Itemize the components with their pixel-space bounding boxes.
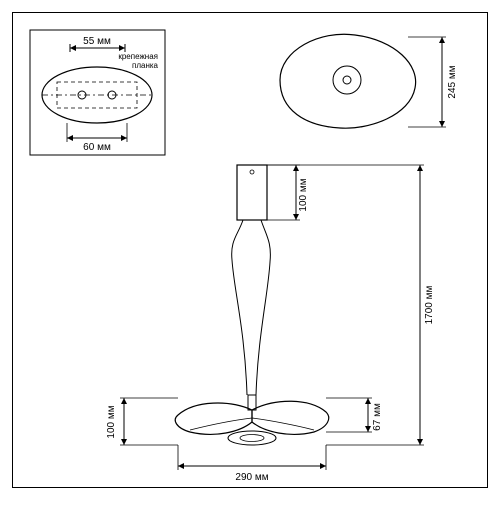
page-border bbox=[12, 12, 488, 488]
diagram-page: 55 мм крепежная планка 60 мм bbox=[0, 0, 500, 500]
